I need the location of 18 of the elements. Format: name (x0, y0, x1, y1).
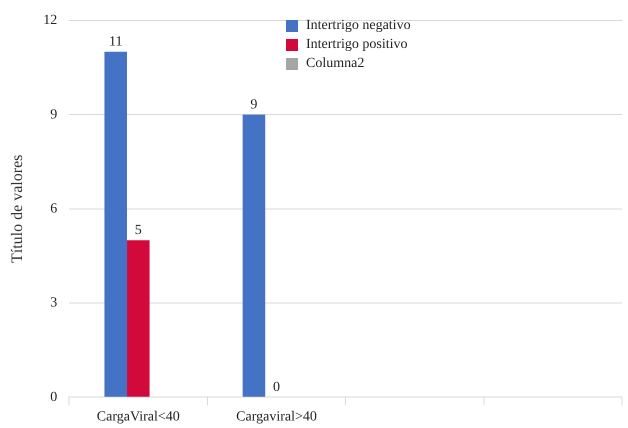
legend-label: Columna2 (306, 55, 364, 73)
y-tick-label: 6 (50, 201, 58, 216)
data-label: 5 (134, 222, 142, 238)
bar (242, 114, 266, 397)
bar (127, 240, 150, 397)
data-label: 11 (108, 34, 122, 50)
data-label: 9 (250, 97, 258, 112)
data-label: 0 (273, 380, 280, 395)
y-tick-label: 0 (50, 390, 58, 405)
y-tick-label: 12 (43, 13, 58, 28)
y-tick-label: 3 (50, 296, 58, 311)
legend-label: Intertrigo positivo (306, 36, 408, 54)
x-tick-label: CargaViral<40 (96, 409, 180, 424)
legend-label: Intertrigo negativo (306, 17, 411, 35)
y-axis-title: Título de valores (8, 154, 26, 264)
x-tick-label: Cargaviral>40 (236, 409, 317, 424)
bar (104, 52, 128, 397)
y-tick-label: 9 (50, 107, 58, 122)
